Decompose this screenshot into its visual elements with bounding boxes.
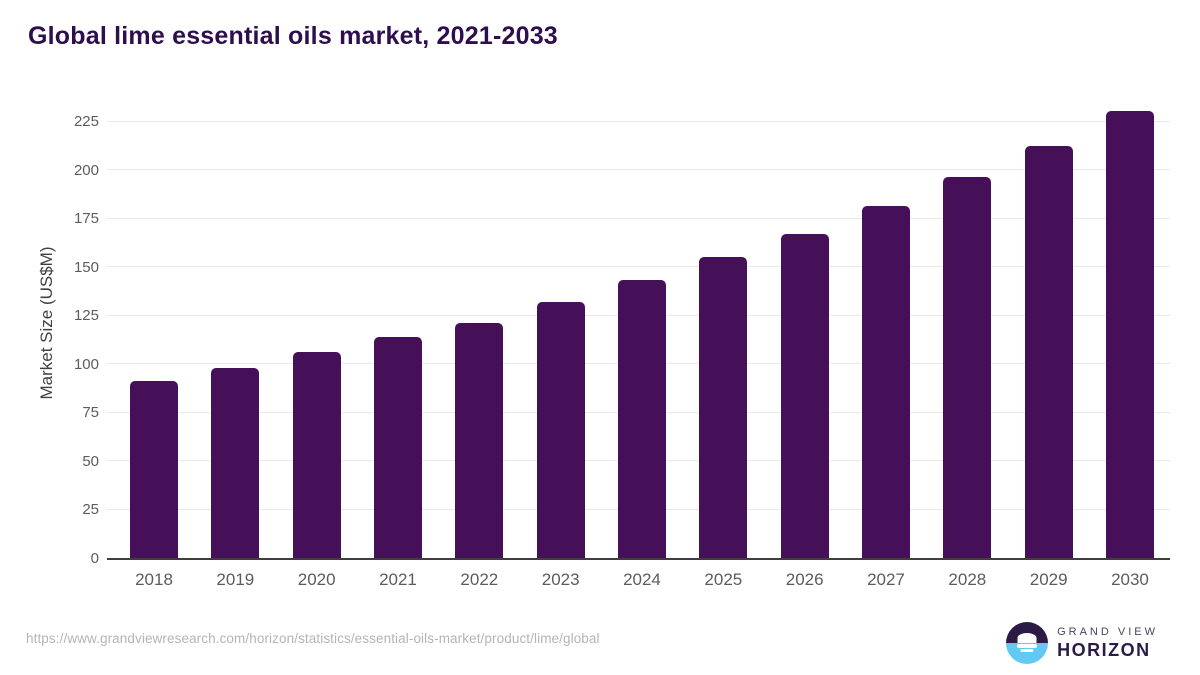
x-tick-label: 2019 xyxy=(216,570,255,589)
bar-2027 xyxy=(861,206,910,558)
x-tick-label: 2021 xyxy=(379,570,417,589)
bar-2023 xyxy=(536,301,585,558)
bar-2019 xyxy=(211,367,260,558)
bar-2022 xyxy=(455,323,504,558)
logo-text-grand-view: GRAND VIEW xyxy=(1057,626,1158,638)
x-tick-label: 2018 xyxy=(135,570,173,589)
x-tick-label: 2023 xyxy=(541,570,580,589)
plot-area: 2018 2019 2020 2021 2022 2023 2024 2025 2026 2027… xyxy=(107,95,1170,589)
bar-2021 xyxy=(373,336,422,558)
gridline xyxy=(107,266,1170,268)
y-tick-label: 25 xyxy=(82,501,99,519)
reflection-line xyxy=(1017,644,1038,648)
bar-2028 xyxy=(943,177,992,558)
x-tick-label: 2022 xyxy=(460,570,499,589)
x-tick-label: 2020 xyxy=(297,570,336,589)
y-tick-label: 200 xyxy=(73,161,99,179)
y-tick-label: 150 xyxy=(73,258,99,276)
grand-view-horizon-logo: GRAND VIEW HORIZON xyxy=(1006,621,1158,665)
bar-chart: Market Size (US$M) 2018 2019 2020 2021 2022 2… xyxy=(0,95,1200,589)
source-url: https://www.grandviewresearch.com/horizo… xyxy=(26,631,600,646)
y-tick-label: 50 xyxy=(82,452,99,470)
x-tick-label: 2030 xyxy=(1111,570,1149,589)
y-axis-title: Market Size (US$M) xyxy=(37,246,56,400)
y-tick-label: 125 xyxy=(73,307,99,325)
y-tick-label: 75 xyxy=(82,404,99,422)
bar-2025 xyxy=(699,256,748,558)
bar-2026 xyxy=(780,233,829,558)
y-tick-label: 225 xyxy=(73,113,99,130)
bar-2030 xyxy=(1105,111,1154,558)
sun-icon xyxy=(1017,633,1037,643)
x-tick-label: 2026 xyxy=(785,570,824,589)
gridline xyxy=(107,217,1170,219)
gridline xyxy=(107,120,1170,122)
x-tick-label: 2028 xyxy=(948,570,987,589)
gridline xyxy=(107,169,1170,171)
y-tick-label: 175 xyxy=(73,210,99,228)
chart-title: Global lime essential oils market, 2021-… xyxy=(28,22,558,50)
bar-2020 xyxy=(292,352,341,558)
x-tick-label: 2027 xyxy=(867,570,905,589)
y-tick-label: 0 xyxy=(90,550,99,567)
x-tick-label: 2024 xyxy=(623,570,661,589)
y-tick-label: 100 xyxy=(73,355,99,373)
horizon-sunrise-icon xyxy=(1006,622,1049,664)
bar-2024 xyxy=(617,280,666,558)
logo-text-horizon: HORIZON xyxy=(1057,640,1151,660)
reflection-line xyxy=(1020,648,1034,652)
bar-2018 xyxy=(130,381,178,558)
logo-text: GRAND VIEW HORIZON xyxy=(1057,625,1158,661)
x-tick-label: 2025 xyxy=(704,570,743,589)
bar-2029 xyxy=(1024,146,1073,558)
x-tick-label: 2029 xyxy=(1029,570,1068,589)
